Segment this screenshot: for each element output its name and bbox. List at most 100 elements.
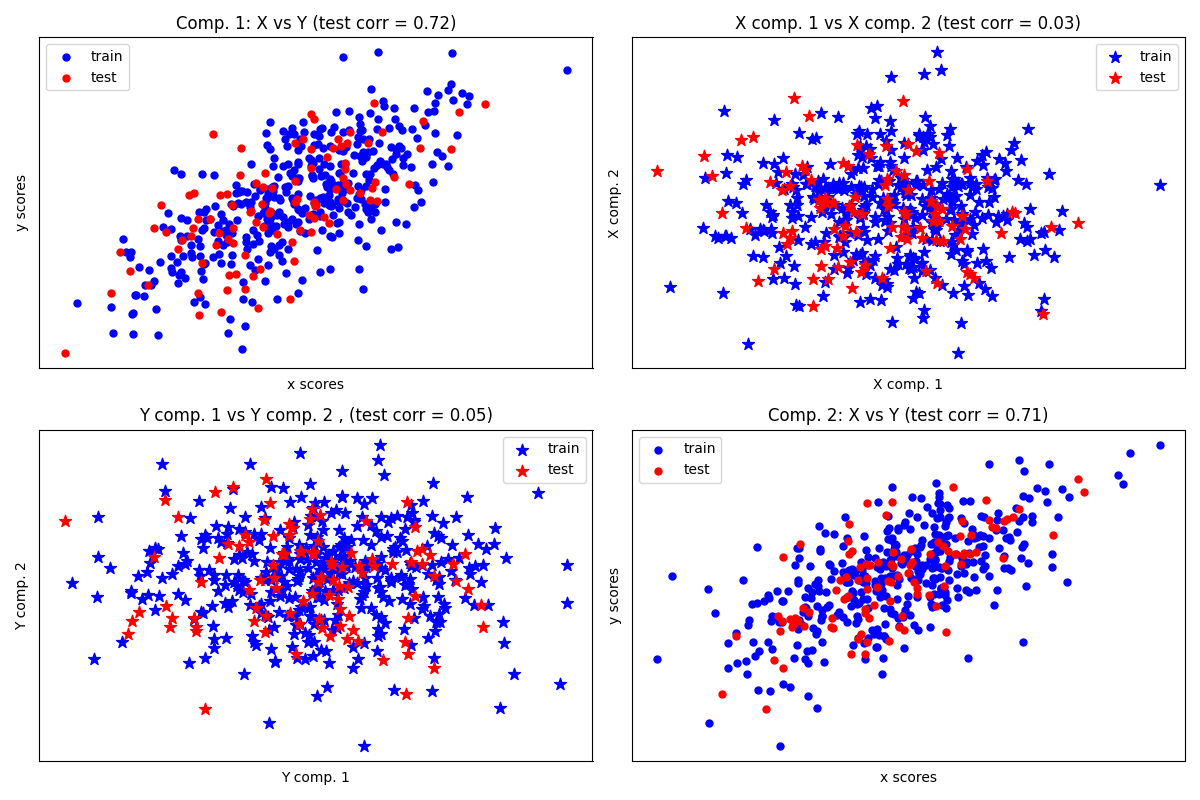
train (762, 226, 781, 239)
train (982, 181, 1001, 194)
train (343, 640, 362, 653)
train (241, 458, 260, 470)
train (907, 175, 926, 188)
train (1031, 304, 1050, 317)
train (925, 554, 944, 566)
train (288, 202, 307, 215)
test (218, 538, 238, 550)
train (884, 542, 904, 555)
test (894, 94, 913, 107)
train (938, 528, 958, 541)
train (694, 222, 713, 234)
test (372, 126, 391, 138)
test (206, 485, 226, 498)
test (839, 160, 858, 173)
train (754, 250, 773, 263)
test (894, 221, 913, 234)
train (871, 293, 890, 306)
test (853, 207, 872, 220)
train (89, 550, 108, 563)
train (360, 168, 379, 181)
train (894, 552, 913, 565)
train (812, 604, 832, 617)
train (192, 606, 211, 619)
test (856, 602, 875, 615)
train (935, 589, 954, 602)
train (937, 594, 956, 606)
train (312, 644, 331, 657)
train (874, 652, 893, 665)
test (816, 195, 835, 208)
train (770, 256, 790, 269)
train (457, 98, 476, 110)
train (931, 153, 950, 166)
test (856, 607, 875, 620)
train (290, 618, 310, 631)
train (923, 601, 942, 614)
train (917, 577, 936, 590)
train (152, 572, 172, 585)
train (359, 206, 378, 218)
train (838, 575, 857, 588)
train (1000, 531, 1019, 544)
train (852, 555, 871, 568)
train (280, 127, 299, 140)
train (948, 223, 967, 236)
test (966, 546, 985, 558)
train (319, 549, 338, 562)
train (900, 522, 919, 535)
train (845, 594, 864, 607)
train (906, 286, 925, 298)
train (895, 603, 914, 616)
train (834, 566, 853, 578)
train (1042, 561, 1061, 574)
train (326, 504, 346, 517)
train (905, 618, 924, 631)
train (352, 183, 371, 196)
train (853, 569, 872, 582)
train (871, 174, 890, 187)
train (871, 197, 890, 210)
test (894, 206, 913, 218)
test (324, 142, 343, 154)
train (209, 585, 228, 598)
train (962, 523, 982, 536)
train (976, 254, 995, 267)
train (418, 85, 437, 98)
train (439, 160, 458, 173)
train (332, 186, 352, 199)
train (385, 541, 404, 554)
train (857, 268, 876, 281)
train (784, 652, 803, 665)
train (870, 590, 889, 603)
X-axis label: X comp. 1: X comp. 1 (874, 378, 943, 393)
train (244, 223, 263, 236)
train (384, 683, 403, 696)
train (295, 626, 314, 639)
test (223, 237, 242, 250)
train (354, 636, 373, 649)
train (366, 198, 385, 210)
test (253, 181, 272, 194)
train (857, 234, 876, 246)
train (62, 577, 82, 590)
train (842, 562, 862, 575)
train (101, 562, 120, 574)
test (778, 238, 797, 250)
train (1036, 485, 1055, 498)
train (322, 566, 341, 579)
train (901, 189, 920, 202)
train (1052, 482, 1072, 495)
train (878, 510, 898, 523)
train (272, 583, 292, 596)
train (264, 185, 283, 198)
train (308, 138, 328, 150)
train (749, 683, 768, 696)
train (354, 133, 373, 146)
train (250, 234, 269, 247)
train (343, 167, 362, 180)
train (304, 650, 323, 662)
train (234, 574, 253, 586)
train (876, 135, 895, 148)
train (877, 560, 896, 573)
